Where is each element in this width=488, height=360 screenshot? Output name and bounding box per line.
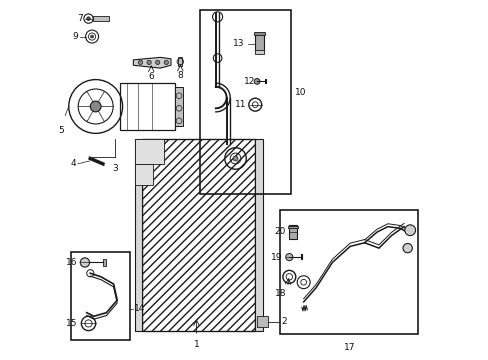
Bar (70, 252, 129, 339)
Text: 5: 5 (59, 126, 64, 135)
Bar (178, 57, 182, 66)
Text: 3: 3 (112, 164, 118, 173)
Circle shape (147, 60, 151, 64)
Text: 20: 20 (274, 228, 285, 237)
Text: 6: 6 (148, 72, 154, 81)
Bar (135, 164, 153, 185)
Text: 12: 12 (244, 77, 255, 86)
Text: 13: 13 (232, 39, 244, 48)
Circle shape (80, 258, 89, 267)
Bar (175, 87, 182, 126)
Circle shape (233, 156, 238, 161)
Text: 11: 11 (234, 100, 246, 109)
Circle shape (285, 253, 292, 261)
Circle shape (155, 60, 160, 64)
Bar (199, 10, 290, 194)
Bar (257, 316, 267, 327)
Bar (287, 226, 298, 228)
Circle shape (254, 78, 260, 84)
Bar (102, 259, 106, 266)
Text: 19: 19 (270, 253, 282, 262)
Text: 18: 18 (275, 289, 286, 298)
Bar (142, 139, 255, 330)
Text: 7: 7 (77, 14, 83, 23)
Text: 1: 1 (193, 339, 199, 348)
Text: 4: 4 (71, 159, 77, 168)
Bar (135, 139, 142, 330)
Bar (254, 32, 265, 35)
Bar (142, 139, 255, 330)
Circle shape (164, 60, 168, 64)
Circle shape (138, 60, 142, 64)
Text: 17: 17 (343, 343, 354, 352)
Bar (289, 225, 297, 239)
Bar (280, 211, 418, 334)
Text: 16: 16 (66, 258, 78, 267)
Bar (255, 33, 264, 51)
Text: 10: 10 (294, 88, 305, 97)
Text: 14: 14 (134, 304, 145, 313)
Circle shape (90, 101, 101, 112)
Bar (135, 139, 163, 164)
Text: 9: 9 (72, 32, 78, 41)
Circle shape (86, 17, 90, 21)
Text: 8: 8 (177, 71, 183, 80)
Circle shape (90, 35, 93, 38)
Circle shape (404, 225, 415, 235)
Circle shape (402, 243, 411, 253)
Polygon shape (133, 57, 171, 68)
Text: 2: 2 (281, 317, 286, 326)
Bar (120, 83, 175, 130)
Text: 15: 15 (66, 319, 78, 328)
Bar (93, 16, 109, 21)
Bar (255, 50, 264, 54)
Bar (255, 139, 263, 330)
